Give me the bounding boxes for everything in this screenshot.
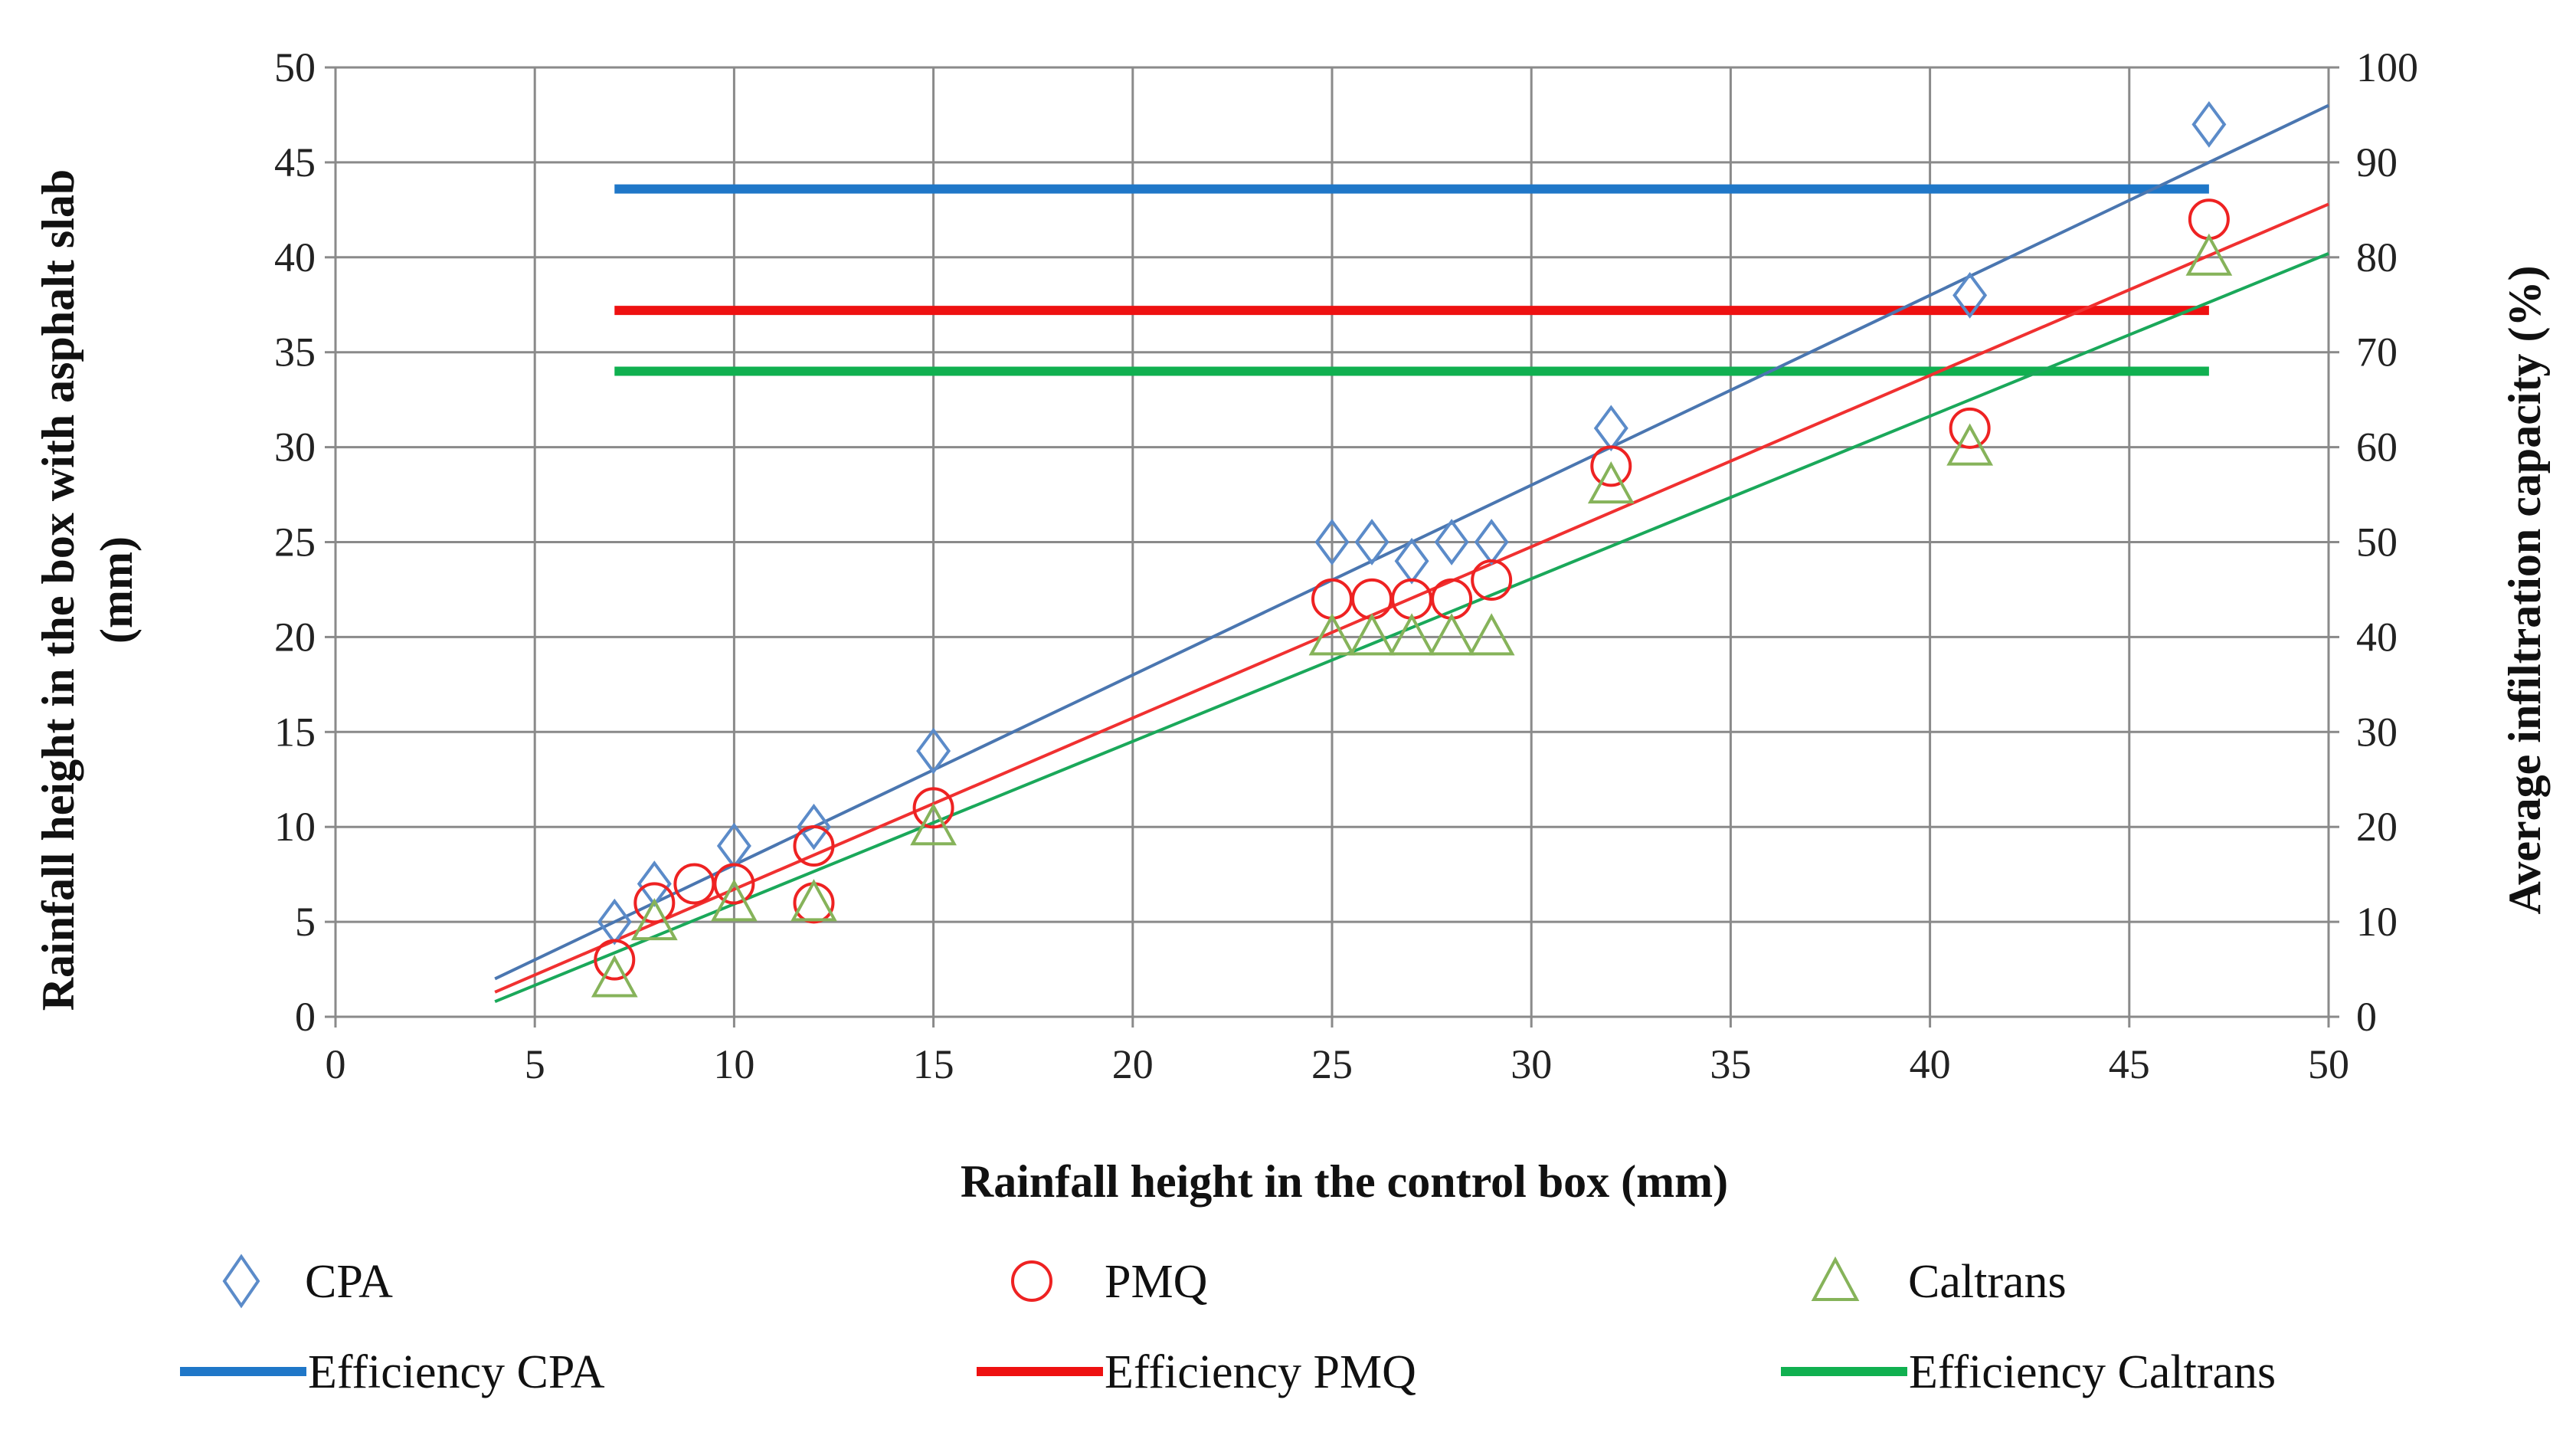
point-pmq (713, 863, 755, 905)
legend-pmq-label: PMQ (1105, 1256, 1207, 1308)
y-tick-label-left: 15 (274, 709, 316, 755)
y-tick-label-right: 0 (2356, 994, 2377, 1040)
point-cpa (1952, 271, 1988, 319)
point-caltrans (1308, 613, 1356, 656)
point-cpa (597, 898, 632, 946)
legend-cpa-label: CPA (305, 1256, 393, 1308)
y-tick-label-left: 50 (274, 44, 316, 90)
point-cpa (1434, 519, 1469, 565)
point-caltrans (790, 879, 837, 922)
point-cpa (796, 803, 831, 851)
trendline-pmq (494, 202, 2329, 994)
x-tick-label: 0 (326, 1041, 346, 1087)
y-tick-label-left: 10 (274, 804, 316, 850)
point-pmq (1949, 407, 1991, 449)
point-cpa (1314, 519, 1350, 565)
point-pmq (793, 824, 835, 867)
point-cpa (2191, 100, 2227, 148)
point-caltrans (1468, 613, 1515, 656)
x-tick-label: 25 (1311, 1041, 1353, 1087)
point-cpa (716, 822, 751, 870)
point-cpa (1354, 519, 1389, 565)
y-tick-label-right: 10 (2356, 899, 2398, 945)
legend-item-efficiency-caltrans: Efficiency Caltrans (1781, 1346, 2276, 1398)
tick-labels: 0 5 10 15 20 25 30 35 40 45 5005101520253035404550… (274, 44, 2418, 1087)
point-pmq (1590, 445, 1632, 487)
legend-caltrans-label: Caltrans (1908, 1256, 2067, 1308)
y-tick-label-left: 45 (274, 139, 316, 185)
y-tick-label-right: 30 (2356, 709, 2398, 755)
y-axis-title-left-line2: (mm) (91, 536, 142, 644)
legend: CPA PMQ Caltrans Efficiency CPA Efficien… (180, 1254, 2276, 1398)
point-cpa (1593, 405, 1628, 452)
point-cpa (637, 860, 672, 907)
y-tick-label-left: 35 (274, 329, 316, 375)
point-caltrans (630, 897, 678, 941)
legend-pmq-circle-icon (1011, 1260, 1052, 1302)
point-caltrans (1946, 423, 1994, 466)
point-pmq (912, 787, 954, 829)
legend-caltrans-triangle-icon (1811, 1256, 1860, 1301)
y-tick-label-right: 90 (2356, 139, 2398, 185)
point-caltrans (1428, 613, 1475, 656)
x-tick-label: 15 (913, 1041, 954, 1087)
point-pmq (633, 882, 676, 924)
x-tick-label: 5 (525, 1041, 545, 1087)
point-pmq (1351, 578, 1393, 620)
x-tick-label: 35 (1710, 1041, 1751, 1087)
legend-efficiency-cpa-label: Efficiency CPA (308, 1346, 605, 1398)
point-cpa (1474, 519, 1509, 565)
y-tick-label-left: 0 (295, 994, 316, 1040)
y-tick-label-right: 20 (2356, 804, 2398, 850)
point-cpa (1394, 537, 1429, 585)
trend-lines (494, 103, 2329, 1004)
legend-efficiency-pmq-label: Efficiency PMQ (1105, 1346, 1416, 1398)
legend-item-cpa: CPA (222, 1254, 393, 1309)
y-tick-label-right: 40 (2356, 614, 2398, 660)
efficiency-lines (614, 184, 2209, 376)
y-tick-label-left: 25 (274, 519, 316, 565)
point-caltrans (1388, 613, 1435, 656)
point-caltrans (1587, 461, 1635, 504)
legend-item-efficiency-pmq: Efficiency PMQ (977, 1346, 1416, 1398)
x-tick-label: 40 (1910, 1041, 1951, 1087)
y-tick-label-right: 70 (2356, 329, 2398, 375)
legend-item-caltrans: Caltrans (1811, 1256, 2067, 1308)
y-tick-label-left: 30 (274, 424, 316, 470)
y-tick-label-left: 20 (274, 614, 316, 660)
grid (325, 66, 2339, 1028)
x-axis-title: Rainfall height in the control box (mm) (961, 1156, 1728, 1207)
point-pmq (793, 882, 835, 924)
y-tick-label-right: 50 (2356, 519, 2398, 565)
data-points (591, 100, 2233, 998)
point-pmq (673, 863, 715, 905)
legend-efficiency-caltrans-label: Efficiency Caltrans (1909, 1346, 2276, 1398)
y-tick-label-right: 80 (2356, 234, 2398, 280)
y-tick-label-right: 60 (2356, 424, 2398, 470)
trendline-caltrans (494, 251, 2329, 1004)
point-cpa (916, 727, 951, 775)
point-caltrans (2185, 233, 2233, 276)
point-caltrans (711, 879, 758, 922)
legend-item-pmq: PMQ (1011, 1256, 1207, 1308)
y-tick-label-left: 40 (274, 234, 316, 280)
x-tick-label: 20 (1112, 1041, 1154, 1087)
x-tick-label: 30 (1511, 1041, 1552, 1087)
point-pmq (2188, 198, 2230, 241)
y-tick-label-right: 100 (2356, 44, 2418, 90)
point-pmq (1471, 559, 1513, 601)
x-tick-label: 10 (713, 1041, 754, 1087)
x-tick-label: 50 (2308, 1041, 2349, 1087)
point-pmq (594, 939, 636, 981)
point-caltrans (910, 803, 957, 846)
y-axis-title-right: Average infiltration capacity (%) (2499, 265, 2550, 914)
y-axis-title-left-line1: Rainfall height in the box with asphalt … (33, 169, 83, 1011)
legend-cpa-diamond-icon (222, 1254, 260, 1309)
x-tick-label: 45 (2109, 1041, 2150, 1087)
y-tick-label-left: 5 (295, 899, 316, 945)
point-caltrans (1348, 613, 1396, 656)
point-caltrans (591, 955, 638, 998)
legend-item-efficiency-cpa: Efficiency CPA (180, 1346, 605, 1398)
